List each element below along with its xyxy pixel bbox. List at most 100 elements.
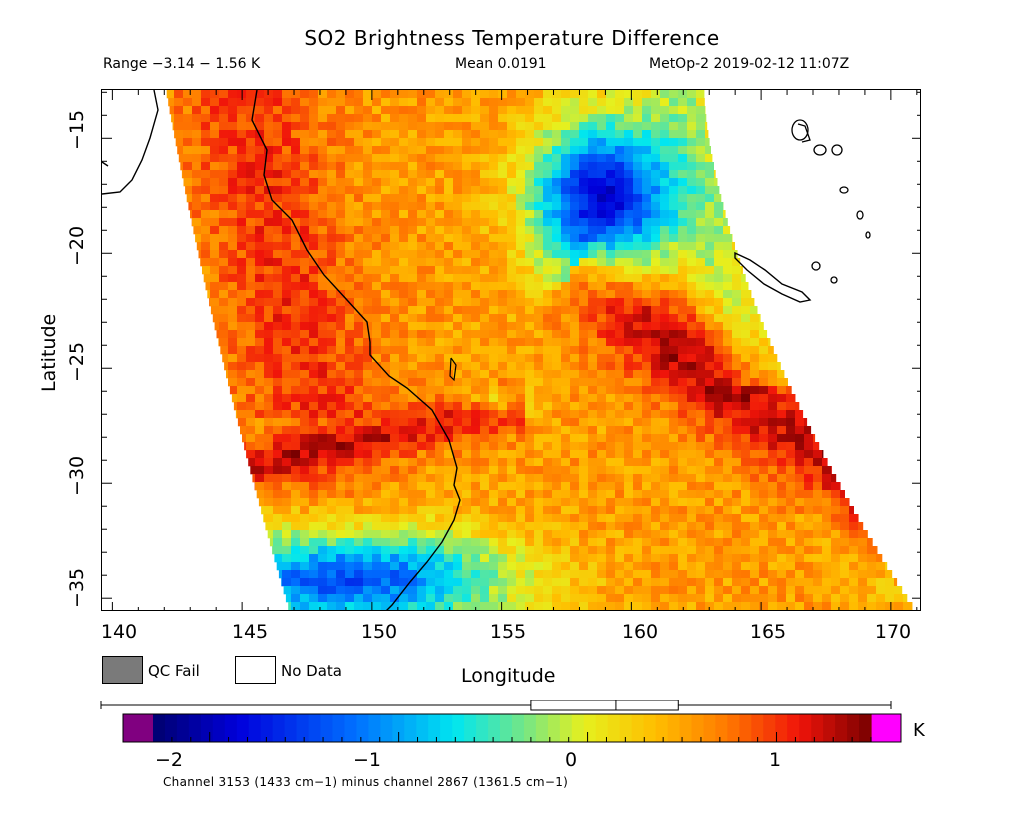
- map-pixel: [273, 194, 283, 203]
- map-pixel: [678, 370, 688, 379]
- map-pixel: [444, 322, 454, 331]
- map-pixel: [624, 146, 634, 155]
- map-pixel: [219, 186, 229, 195]
- map-pixel: [705, 218, 715, 227]
- map-pixel: [408, 570, 418, 579]
- map-pixel: [516, 226, 526, 235]
- map-pixel: [561, 282, 571, 291]
- map-pixel: [840, 530, 850, 539]
- map-pixel: [507, 338, 517, 347]
- map-pixel: [633, 138, 643, 147]
- map-pixel: [256, 490, 265, 499]
- map-pixel: [210, 234, 220, 243]
- map-pixel: [687, 178, 697, 187]
- map-pixel: [678, 242, 688, 251]
- map-pixel: [678, 450, 688, 459]
- map-pixel: [597, 602, 607, 610]
- map-pixel: [552, 210, 562, 219]
- map-pixel: [444, 162, 454, 171]
- map-pixel: [525, 346, 535, 355]
- map-pixel: [480, 354, 490, 363]
- map-pixel: [579, 106, 589, 115]
- map-pixel: [696, 298, 706, 307]
- coastline: [251, 90, 461, 610]
- map-pixel: [264, 298, 274, 307]
- map-pixel: [426, 378, 436, 387]
- map-pixel: [669, 410, 679, 419]
- map-pixel: [399, 458, 409, 467]
- map-pixel: [219, 274, 229, 283]
- map-pixel: [678, 514, 688, 523]
- map-pixel: [318, 298, 328, 307]
- map-pixel: [498, 506, 508, 515]
- map-pixel: [849, 514, 859, 523]
- map-pixel: [426, 290, 436, 299]
- map-pixel: [381, 418, 391, 427]
- map-pixel: [687, 482, 697, 491]
- map-pixel: [777, 458, 787, 467]
- map-pixel: [705, 450, 715, 459]
- map-pixel: [525, 234, 535, 243]
- map-pixel: [516, 562, 526, 571]
- map-pixel: [696, 338, 706, 347]
- map-pixel: [750, 610, 759, 611]
- map-pixel: [214, 322, 220, 331]
- map-pixel: [282, 498, 292, 507]
- map-pixel: [741, 306, 751, 315]
- map-pixel: [723, 450, 733, 459]
- map-pixel: [660, 378, 670, 387]
- map-pixel: [642, 114, 652, 123]
- map-pixel: [201, 242, 211, 251]
- map-pixel: [291, 370, 301, 379]
- map-pixel: [210, 162, 220, 171]
- map-pixel: [642, 378, 652, 387]
- map-pixel: [561, 458, 571, 467]
- map-pixel: [246, 298, 256, 307]
- map-pixel: [471, 402, 481, 411]
- map-pixel: [264, 498, 274, 507]
- map-pixel: [579, 346, 589, 355]
- map-pixel: [180, 162, 184, 171]
- map-pixel: [633, 530, 643, 539]
- map-pixel: [687, 586, 697, 595]
- map-pixel: [633, 426, 643, 435]
- map-pixel: [624, 546, 634, 555]
- map-pixel: [435, 458, 445, 467]
- map-pixel: [363, 170, 373, 179]
- map-pixel: [696, 394, 706, 403]
- map-pixel: [525, 170, 535, 179]
- map-pixel: [336, 442, 346, 451]
- map-pixel: [480, 330, 490, 339]
- map-pixel: [255, 154, 265, 163]
- map-pixel: [570, 330, 580, 339]
- map-pixel: [723, 490, 733, 499]
- map-pixel: [453, 202, 463, 211]
- y-tick-text: −15: [66, 109, 88, 150]
- map-pixel: [705, 506, 715, 515]
- map-pixel: [237, 346, 247, 355]
- map-pixel: [453, 186, 463, 195]
- map-pixel: [480, 554, 490, 563]
- map-pixel: [723, 330, 733, 339]
- map-pixel: [669, 482, 679, 491]
- map-pixel: [777, 370, 785, 379]
- map-pixel: [309, 354, 319, 363]
- map-pixel: [516, 98, 526, 107]
- map-pixel: [228, 370, 238, 379]
- map-pixel: [282, 434, 292, 443]
- map-pixel: [534, 234, 544, 243]
- map-pixel: [426, 298, 436, 307]
- map-pixel: [246, 162, 256, 171]
- map-pixel: [624, 514, 634, 523]
- map-pixel: [210, 106, 220, 115]
- map-pixel: [777, 610, 786, 611]
- map-plot-area[interactable]: [101, 89, 921, 611]
- map-pixel: [435, 162, 445, 171]
- map-pixel: [219, 114, 229, 123]
- map-pixel: [192, 114, 202, 123]
- map-pixel: [660, 490, 670, 499]
- map-pixel: [795, 442, 805, 451]
- map-pixel: [876, 562, 886, 571]
- map-pixel: [354, 410, 364, 419]
- map-pixel: [741, 346, 751, 355]
